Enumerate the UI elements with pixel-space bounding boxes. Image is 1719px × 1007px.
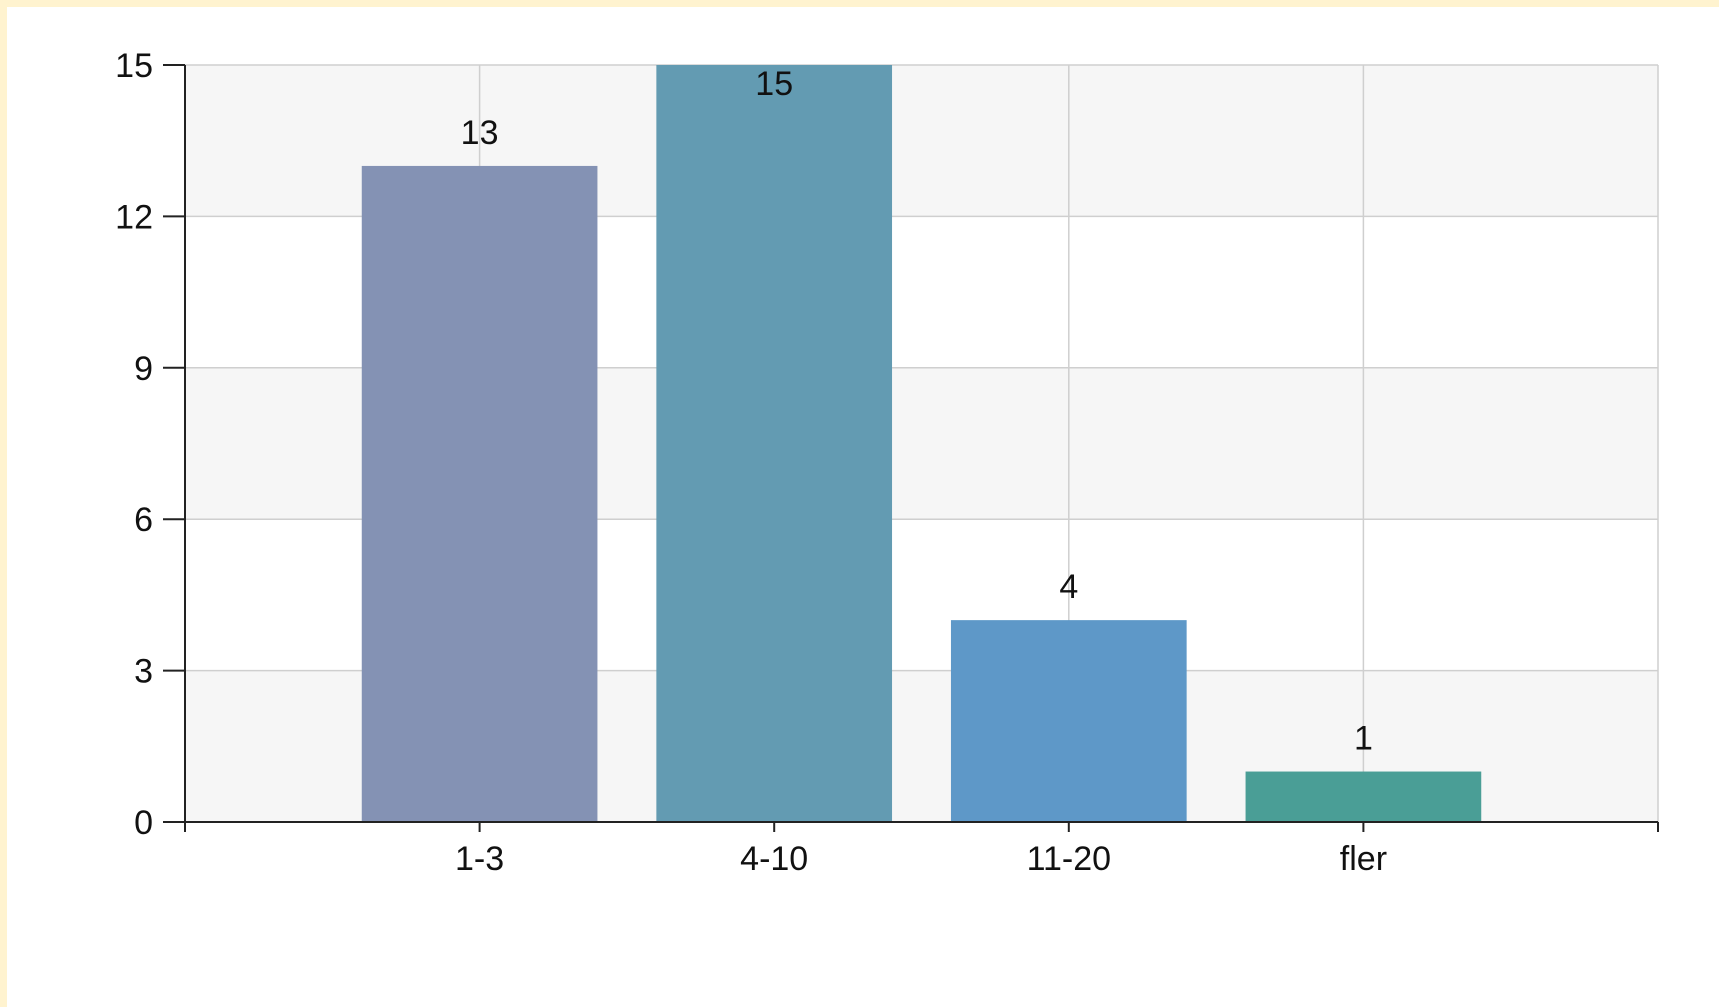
data-labels: 13 15 4 1 <box>461 65 1373 758</box>
y-tick-label: 9 <box>134 350 153 388</box>
chart-frame: 0 3 6 9 12 15 1-3 4-10 11-20 fler 13 15 4 1 <box>7 7 1719 1007</box>
y-tick-label: 3 <box>134 653 153 691</box>
data-label: 1 <box>1354 720 1373 758</box>
data-label: 4 <box>1059 568 1078 606</box>
bar-11-20 <box>950 620 1187 822</box>
y-tick-label: 15 <box>115 47 153 85</box>
data-label: 15 <box>755 65 793 103</box>
y-tick-label: 0 <box>134 804 153 842</box>
bar-fler <box>1245 771 1482 822</box>
bar-4-10 <box>656 65 893 822</box>
x-tick-label: fler <box>1340 840 1387 878</box>
x-tick-label: 1-3 <box>455 840 504 878</box>
x-tick-label: 4-10 <box>740 840 808 878</box>
data-label: 13 <box>461 114 499 152</box>
y-tick-label: 6 <box>134 501 153 539</box>
bars <box>361 65 1482 822</box>
x-tick-labels: 1-3 4-10 11-20 fler <box>455 840 1387 878</box>
axes <box>163 64 1659 832</box>
x-tick-label: 11-20 <box>1027 840 1111 878</box>
bar-1-3 <box>361 165 598 822</box>
bar-chart: 0 3 6 9 12 15 1-3 4-10 11-20 fler 13 15 4 1 <box>115 47 1659 878</box>
y-tick-label: 12 <box>115 198 153 236</box>
y-tick-labels: 0 3 6 9 12 15 <box>115 47 153 842</box>
